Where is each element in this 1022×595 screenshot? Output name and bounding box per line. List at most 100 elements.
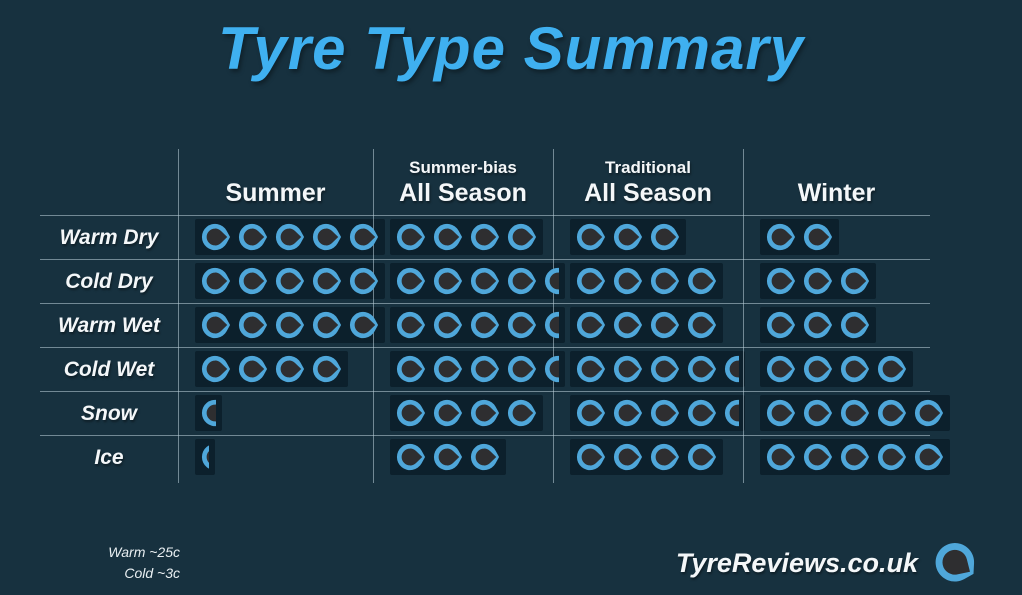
tyre-icon: [613, 266, 643, 296]
tyre-icon: [576, 222, 606, 252]
tyre-icon: [766, 266, 796, 296]
tyre-icon: [766, 442, 796, 472]
rating-pill: [570, 350, 745, 387]
tyre-icon: [650, 398, 680, 428]
tyre-icon: [803, 222, 833, 252]
table-row-snow: Snow: [40, 391, 950, 435]
tyre-icon: [433, 354, 463, 384]
tyre-icon: [349, 222, 379, 252]
rating-pill: [760, 350, 913, 387]
tyre-icon: [201, 222, 231, 252]
rating-cell: [553, 262, 743, 301]
tyre-icon: [507, 354, 537, 384]
tyre-icon: [877, 442, 907, 472]
tyre-icon: [275, 222, 305, 252]
tyre-icon: [724, 398, 739, 428]
tyre-icon: [275, 354, 305, 384]
tyre-icon: [613, 442, 643, 472]
column-header-topline: Traditional: [605, 158, 691, 178]
warm-note: Warm ~25c: [108, 544, 180, 560]
tyre-icon: [507, 310, 537, 340]
rating-cell: [178, 350, 373, 389]
tyre-icon: [766, 222, 796, 252]
tyre-icon: [544, 266, 559, 296]
row-label: Snow: [81, 401, 137, 425]
rating-cell: [553, 218, 743, 257]
tyre-icon: [238, 266, 268, 296]
rating-cell: [178, 218, 385, 257]
tyre-icon: [396, 266, 426, 296]
tyre-icon: [803, 266, 833, 296]
column-divider: [178, 149, 179, 483]
tyre-icon: [877, 354, 907, 384]
column-divider: [743, 149, 744, 483]
brand-name: TyreReviews.co.uk: [675, 547, 918, 578]
rating-pill: [195, 438, 215, 475]
tyre-icon: [470, 266, 500, 296]
rating-pill: [570, 262, 723, 299]
tyre-icon: [766, 354, 796, 384]
page-title: Tyre Type Summary: [217, 15, 805, 82]
tyre-icon: [840, 266, 870, 296]
row-label: Cold Wet: [63, 357, 155, 381]
tyre-icon: [507, 266, 537, 296]
tyre-icon: [238, 354, 268, 384]
tyre-icon: [312, 222, 342, 252]
tyre-icon: [238, 310, 268, 340]
rating-cell: [178, 306, 385, 345]
tyre-icon: [544, 310, 559, 340]
tyre-icon: [312, 310, 342, 340]
tyre-icon: [766, 310, 796, 340]
tyre-icon: [470, 222, 500, 252]
rating-pill: [195, 218, 385, 255]
tyre-icon: [650, 266, 680, 296]
rating-pill: [195, 306, 385, 343]
tyre-logo-icon: [926, 533, 987, 594]
tyre-icon: [470, 442, 500, 472]
tyre-icon: [576, 442, 606, 472]
rating-pill: [195, 350, 348, 387]
tyre-icon: [766, 398, 796, 428]
rating-pill: [390, 262, 565, 299]
row-label: Warm Wet: [58, 313, 160, 337]
column-header-topline: Summer-bias: [409, 158, 517, 178]
rating-pill: [760, 218, 839, 255]
tyre-icon: [349, 310, 379, 340]
tyre-icon: [840, 310, 870, 340]
rating-cell: [553, 394, 745, 433]
rating-cell: [373, 350, 565, 389]
tyre-icon: [201, 354, 231, 384]
tyre-icon: [724, 354, 739, 384]
table-row-warm-dry: Warm Dry: [40, 215, 930, 259]
tyre-icon: [396, 442, 426, 472]
rating-pill: [570, 394, 745, 431]
tyre-icon: [613, 222, 643, 252]
tyre-icon: [877, 398, 907, 428]
tyre-icon: [687, 398, 717, 428]
tyre-summary-table: Summer Summer-bias All Season Traditional Al…: [40, 145, 950, 483]
tyre-icon: [914, 398, 944, 428]
tyre-icon: [613, 310, 643, 340]
rating-cell: [553, 350, 745, 389]
brand: TyreReviews.co.uk: [676, 541, 978, 585]
rating-cell: [743, 306, 930, 345]
header-spacer: [40, 145, 178, 215]
table-header-row: Summer Summer-bias All Season Traditional Al…: [40, 145, 930, 215]
tyre-icon: [275, 266, 305, 296]
footer: Warm ~25c Cold ~3c TyreReviews.co.uk: [40, 541, 978, 585]
column-divider: [373, 149, 374, 483]
tyre-icon: [840, 442, 870, 472]
rating-cell: [553, 306, 743, 345]
tyre-icon: [687, 310, 717, 340]
rating-pill: [195, 262, 385, 299]
tyre-icon: [396, 398, 426, 428]
rating-cell: [743, 262, 930, 301]
rating-cell: [743, 218, 930, 257]
tyre-icon: [840, 398, 870, 428]
rating-pill: [760, 306, 876, 343]
rating-pill: [760, 262, 876, 299]
tyre-icon: [803, 310, 833, 340]
table-row-ice: Ice: [40, 435, 950, 479]
column-header-summer-bias-all-season: Summer-bias All Season: [373, 145, 553, 215]
rating-pill: [760, 438, 950, 475]
